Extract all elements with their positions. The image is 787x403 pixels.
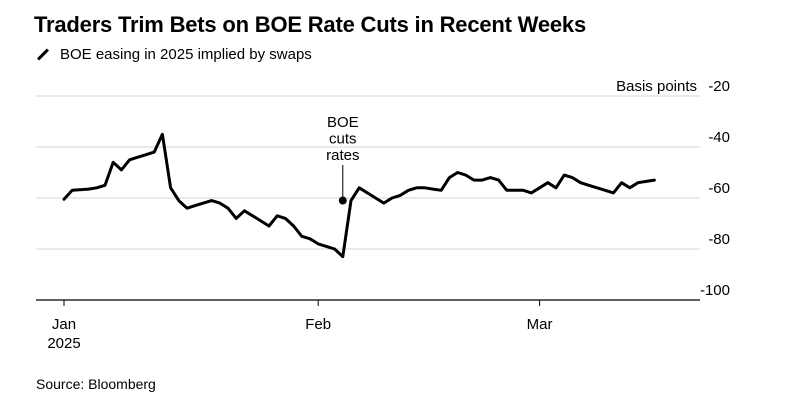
legend: BOE easing in 2025 implied by swaps [36, 46, 312, 63]
legend-label: BOE easing in 2025 implied by swaps [60, 46, 312, 63]
series-line [62, 132, 656, 259]
x-tick-label: Jan [52, 316, 76, 333]
x-tick-sublabel: 2025 [47, 335, 80, 352]
annotation-label: BOE [327, 114, 359, 131]
x-tick-label: Mar [527, 316, 553, 333]
chart-title: Traders Trim Bets on BOE Rate Cuts in Re… [34, 12, 586, 37]
x-tick-label: Feb [305, 316, 331, 333]
y-tick-label: -20 [708, 78, 730, 95]
y-tick-label: -60 [708, 180, 730, 197]
annotation-marker [338, 196, 347, 205]
y-tick-label: -80 [708, 231, 730, 248]
y-axis-label: Basis points [616, 78, 697, 95]
annotation-label: rates [326, 147, 359, 164]
y-tick-label: -100 [700, 282, 730, 299]
y-tick-label: -40 [708, 129, 730, 146]
annotation-label: cuts [329, 131, 357, 148]
source-note: Source: Bloomberg [36, 376, 156, 392]
